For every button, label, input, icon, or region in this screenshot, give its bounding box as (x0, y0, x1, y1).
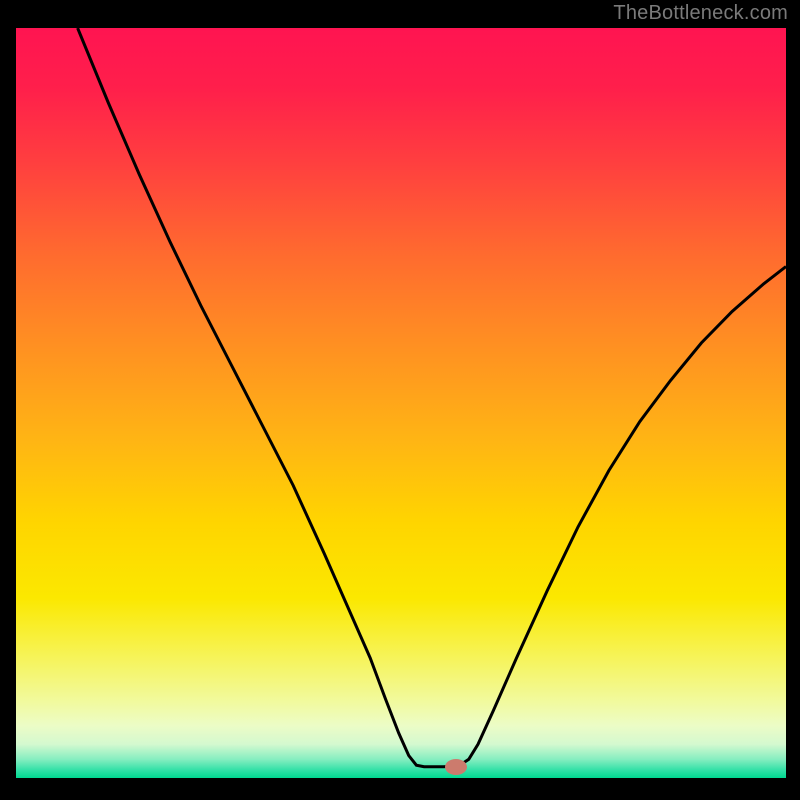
watermark-label: TheBottleneck.com (613, 2, 788, 25)
optimal-marker (445, 759, 467, 775)
curve-line (16, 28, 786, 778)
frame-bottom (0, 778, 800, 800)
frame-left (0, 0, 16, 800)
bottleneck-chart (16, 28, 786, 778)
frame-right (786, 0, 800, 800)
